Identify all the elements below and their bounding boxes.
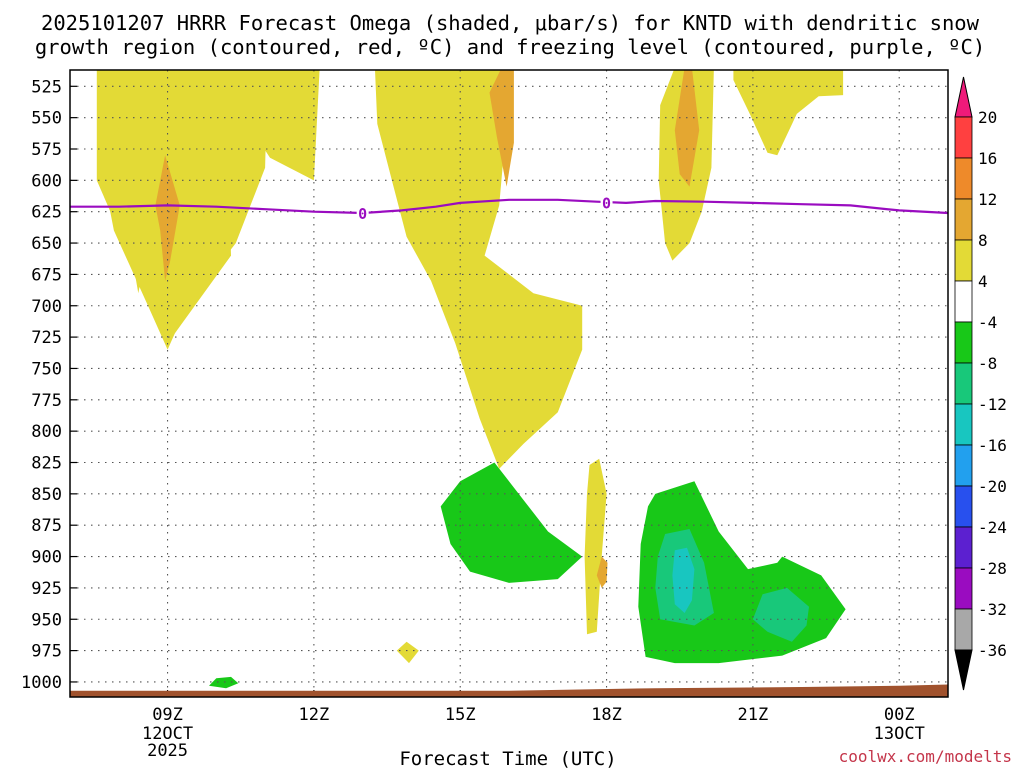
freezing-level-line — [70, 198, 948, 215]
colorbar-segment-8 — [954, 444, 973, 487]
y-tick-label-1000: 1000 — [21, 673, 62, 693]
colorbar-label-3: 8 — [978, 231, 988, 250]
omega-region-0-2 — [99, 70, 268, 350]
colorbar-label-12: -32 — [978, 600, 1007, 619]
colorbar-segment-3 — [954, 239, 973, 282]
y-tick-label-875: 875 — [31, 516, 62, 536]
y-tick-label-800: 800 — [31, 422, 62, 442]
colorbar-label-0: 20 — [978, 108, 997, 127]
omega-region-0-6 — [733, 70, 844, 156]
colorbar-segment-12 — [954, 608, 973, 651]
y-tick-label-625: 625 — [31, 203, 62, 223]
omega-region-5-0 — [596, 556, 608, 588]
y-tick-label-750: 750 — [31, 359, 62, 379]
contour-line-layer: 00 — [70, 193, 948, 697]
x-tick-date-09Z: 12OCT — [142, 724, 193, 744]
y-tick-label-700: 700 — [31, 297, 62, 317]
y-axis-pressure-ticks: 525 550 575 600 625 650 675 700 725 750 775 800 825 8… — [21, 77, 62, 693]
y-tick-label-525: 525 — [31, 77, 62, 97]
colorbar-segment-5 — [954, 321, 973, 364]
chart-title-line1: 2025101207 HRRR Forecast Omega (shaded, … — [41, 11, 980, 35]
colorbar-segment-0 — [954, 116, 973, 159]
freezing-level-label-1: 0 — [602, 194, 611, 212]
omega-region-0-8 — [396, 641, 419, 664]
y-tick-label-825: 825 — [31, 454, 62, 474]
omega-region-1-2 — [674, 70, 700, 187]
y-tick-label-575: 575 — [31, 140, 62, 160]
colorbar-label-9: -20 — [978, 477, 1007, 496]
colorbar-label-5: -4 — [978, 313, 997, 332]
colorbar-label-11: -28 — [978, 559, 1007, 578]
freezing-label-bg-0 — [356, 203, 369, 222]
y-tick-label-550: 550 — [31, 109, 62, 129]
colorbar-label-7: -12 — [978, 395, 1007, 414]
y-tick-label-975: 975 — [31, 642, 62, 662]
plot-frame — [69, 69, 949, 698]
colorbar-label-10: -24 — [978, 518, 1007, 537]
y-tick-label-900: 900 — [31, 548, 62, 568]
colorbar-segment-10 — [954, 526, 973, 569]
terrain-band — [70, 684, 948, 697]
y-tick-label-925: 925 — [31, 579, 62, 599]
x-tick-label-15Z: 15Z — [445, 705, 476, 725]
colorbar-segment-11 — [954, 567, 973, 610]
credit-text: coolwx.com/modelts — [839, 747, 1012, 766]
omega-shading-layer — [96, 70, 846, 689]
x-tick-label-21Z: 21Z — [738, 705, 769, 725]
chart-title-line2: growth region (contoured, red, ºC) and f… — [35, 35, 985, 59]
colorbar-label-6: -8 — [978, 354, 997, 373]
omega-region-0-3 — [260, 70, 320, 181]
colorbar-segment-9 — [954, 485, 973, 528]
omega-region-1-1 — [489, 70, 514, 187]
omega-colorbar: 20 16 12 8 4 -4 -8 -12 -16 -20 -24 -28 -32 -36 — [954, 76, 1007, 691]
colorbar-top-arrow — [954, 76, 973, 118]
x-axis-label: Forecast Time (UTC) — [399, 748, 616, 768]
colorbar-label-8: -16 — [978, 436, 1007, 455]
x-tick-year-09Z: 2025 — [147, 741, 188, 761]
colorbar-label-4: 4 — [978, 272, 988, 291]
omega-region-4-0 — [672, 547, 695, 613]
colorbar-segment-4 — [954, 280, 973, 323]
colorbar-segment-1 — [954, 157, 973, 200]
x-tick-label-00Z: 00Z — [884, 705, 915, 725]
x-tick-label-18Z: 18Z — [591, 705, 622, 725]
x-tick-label-12Z: 12Z — [299, 705, 330, 725]
omega-region-3-1 — [752, 587, 809, 642]
colorbar-segment-6 — [954, 362, 973, 405]
y-tick-label-950: 950 — [31, 610, 62, 630]
y-tick-label-675: 675 — [31, 265, 62, 285]
y-tick-label-600: 600 — [31, 171, 62, 191]
y-tick-label-725: 725 — [31, 328, 62, 348]
colorbar-label-1: 16 — [978, 149, 997, 168]
omega-region-0-7 — [584, 458, 607, 635]
colorbar-bottom-arrow — [954, 649, 973, 691]
y-tick-label-650: 650 — [31, 234, 62, 254]
colorbar-segment-7 — [954, 403, 973, 446]
x-tick-label-09Z: 09Z — [152, 705, 183, 725]
omega-region-2-2 — [209, 676, 239, 689]
freezing-level-label-0: 0 — [358, 205, 367, 223]
omega-region-2-0 — [440, 462, 583, 583]
y-tick-label-850: 850 — [31, 485, 62, 505]
colorbar-label-13: -36 — [978, 641, 1007, 660]
colorbar-label-2: 12 — [978, 190, 997, 209]
colorbar-segment-2 — [954, 198, 973, 241]
y-tick-label-775: 775 — [31, 391, 62, 411]
omega-region-0-4 — [375, 70, 583, 469]
freezing-label-bg-1 — [600, 193, 613, 212]
x-tick-date-00Z: 13OCT — [874, 724, 925, 744]
